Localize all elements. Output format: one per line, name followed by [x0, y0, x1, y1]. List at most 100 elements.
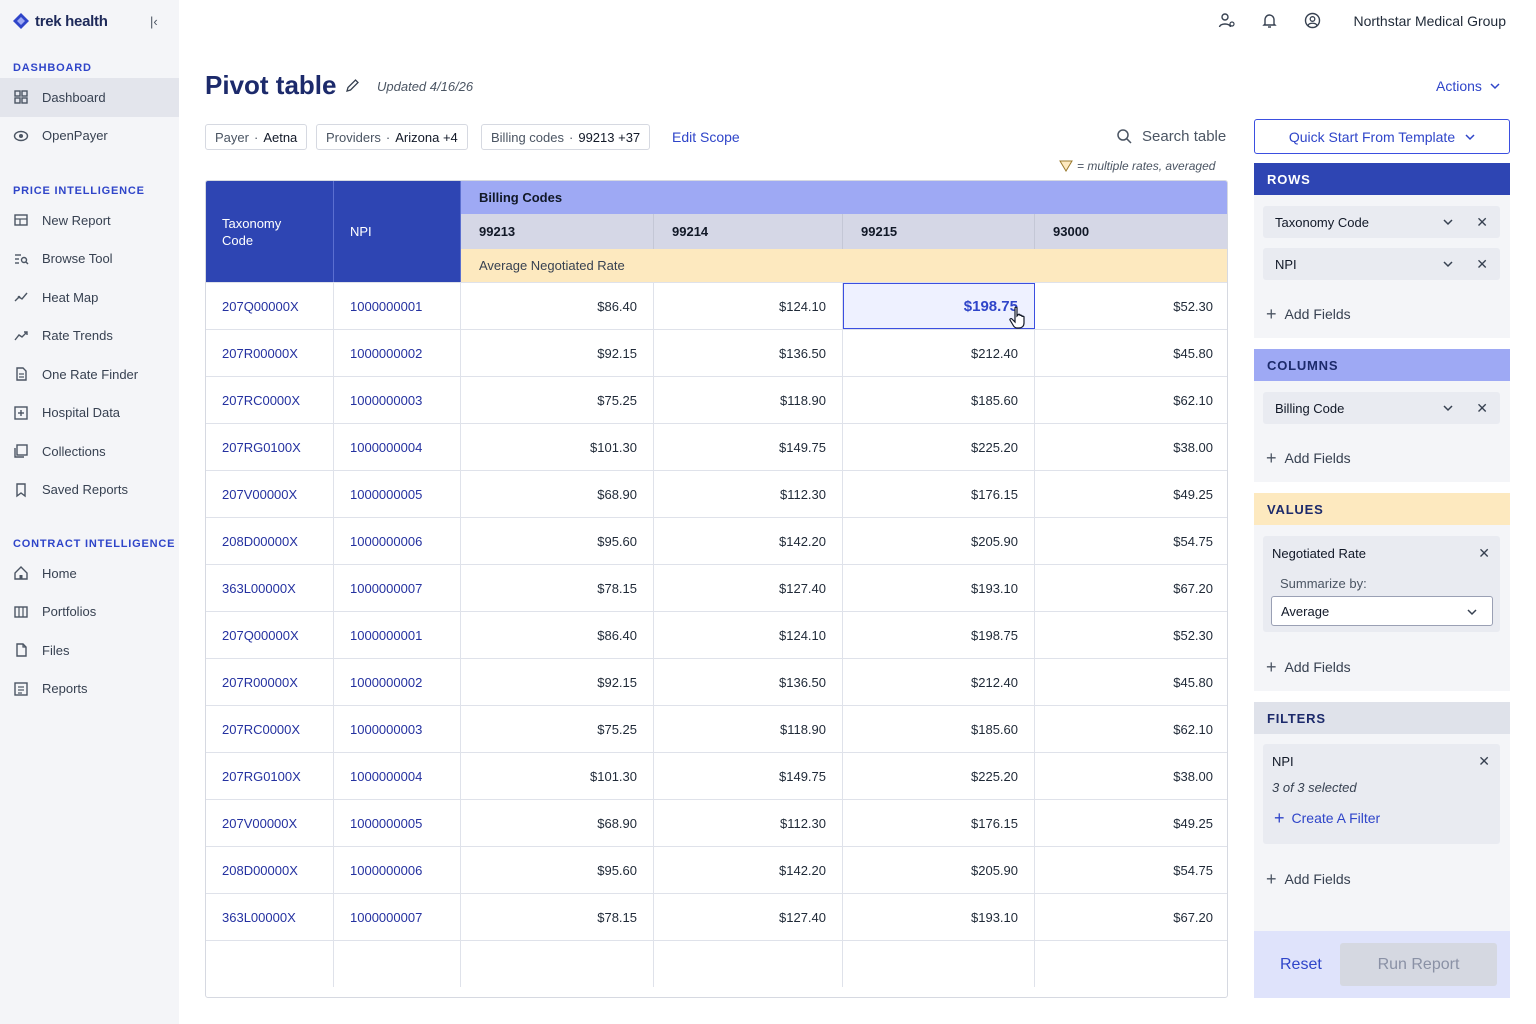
rate-cell[interactable]: $149.75: [654, 753, 843, 799]
npi-cell[interactable]: 1000000002: [334, 659, 461, 705]
rate-cell[interactable]: $67.20: [1173, 580, 1213, 596]
taxonomy-code-cell[interactable]: 363L00000X: [206, 565, 334, 611]
rate-cell[interactable]: $198.75: [843, 612, 1035, 658]
reset-button[interactable]: Reset: [1280, 956, 1322, 973]
remove-icon[interactable]: ✕: [1478, 753, 1490, 769]
rate-cell[interactable]: $62.10: [1173, 721, 1213, 737]
add-value-fields-button[interactable]: + Add Fields: [1266, 658, 1351, 676]
sidebar-item-one-rate-finder[interactable]: One Rate Finder: [0, 355, 179, 394]
rate-cell[interactable]: $68.90: [461, 800, 654, 846]
scope-chip-payer[interactable]: Payer · Aetna: [205, 124, 308, 150]
sidebar-item-dashboard[interactable]: Dashboard: [0, 78, 179, 117]
rate-cell[interactable]: $78.15: [461, 565, 654, 611]
rate-cell[interactable]: $205.90: [843, 847, 1035, 893]
add-column-fields-button[interactable]: + Add Fields: [1266, 449, 1351, 467]
npi-cell[interactable]: 1000000007: [334, 565, 461, 611]
user-settings-icon[interactable]: [1218, 12, 1236, 29]
npi-cell[interactable]: 1000000004: [334, 753, 461, 799]
npi-cell[interactable]: 1000000001: [334, 612, 461, 658]
taxonomy-code-cell[interactable]: 207R00000X: [206, 659, 334, 705]
sidebar-item-rate-trends[interactable]: Rate Trends: [0, 317, 179, 356]
npi-cell[interactable]: 1000000003: [334, 377, 461, 423]
npi-cell[interactable]: 1000000004: [334, 424, 461, 470]
remove-icon[interactable]: ✕: [1478, 545, 1490, 561]
brand-logo[interactable]: trek health: [12, 12, 108, 30]
sidebar-item-home[interactable]: Home: [0, 554, 179, 593]
rate-cell[interactable]: $75.25: [461, 706, 654, 752]
taxonomy-code-cell[interactable]: 208D00000X: [206, 847, 334, 893]
rate-cell[interactable]: $185.60: [843, 377, 1035, 423]
header-code[interactable]: 99214: [654, 214, 843, 249]
column-field-billing-code[interactable]: Billing Code ✕: [1263, 392, 1500, 424]
rate-cell[interactable]: $127.40: [654, 565, 843, 611]
chevron-down-icon[interactable]: [1442, 258, 1454, 270]
rate-cell[interactable]: $193.10: [843, 565, 1035, 611]
edit-scope-link[interactable]: Edit Scope: [672, 129, 740, 145]
npi-cell[interactable]: 1000000006: [334, 847, 461, 893]
rate-cell[interactable]: $124.10: [654, 612, 843, 658]
add-filter-fields-button[interactable]: + Add Fields: [1266, 870, 1351, 888]
rate-cell[interactable]: $225.20: [843, 753, 1035, 799]
rate-cell[interactable]: $67.20: [1173, 909, 1213, 925]
rate-cell[interactable]: $86.40: [461, 283, 654, 329]
npi-cell[interactable]: 1000000007: [334, 894, 461, 940]
rate-cell[interactable]: $92.15: [461, 659, 654, 705]
collapse-sidebar-icon[interactable]: |‹: [150, 14, 158, 29]
taxonomy-code-cell[interactable]: 207V00000X: [206, 471, 334, 517]
rate-cell[interactable]: $142.20: [654, 847, 843, 893]
npi-cell[interactable]: 1000000001: [334, 283, 461, 329]
npi-cell[interactable]: 1000000006: [334, 518, 461, 564]
rate-cell[interactable]: $136.50: [654, 330, 843, 376]
filter-card-npi[interactable]: NPI ✕ 3 of 3 selected + Create A Filter: [1263, 744, 1500, 844]
rate-cell[interactable]: $49.25: [1173, 815, 1213, 831]
rate-cell[interactable]: $198.75: [843, 283, 1035, 329]
rate-cell[interactable]: $75.25: [461, 377, 654, 423]
npi-cell[interactable]: 1000000003: [334, 706, 461, 752]
rate-cell[interactable]: $38.00: [1173, 439, 1213, 455]
rate-cell[interactable]: $45.80: [1173, 674, 1213, 690]
rate-cell[interactable]: $101.30: [461, 753, 654, 799]
rate-cell[interactable]: $95.60: [461, 518, 654, 564]
rate-cell[interactable]: $212.40: [843, 659, 1035, 705]
rate-cell[interactable]: $95.60: [461, 847, 654, 893]
rate-cell[interactable]: $193.10: [843, 894, 1035, 940]
rate-cell[interactable]: $92.15: [461, 330, 654, 376]
pencil-icon[interactable]: [345, 78, 360, 93]
org-name[interactable]: Northstar Medical Group: [1353, 12, 1506, 29]
taxonomy-code-cell[interactable]: 207RC0000X: [206, 377, 334, 423]
rate-cell[interactable]: $49.25: [1173, 486, 1213, 502]
rate-cell[interactable]: $176.15: [843, 471, 1035, 517]
rate-cell[interactable]: $176.15: [843, 800, 1035, 846]
rate-cell[interactable]: $78.15: [461, 894, 654, 940]
rate-cell[interactable]: $205.90: [843, 518, 1035, 564]
scope-chip-providers[interactable]: Providers · Arizona +4: [316, 124, 468, 150]
row-field-npi[interactable]: NPI ✕: [1263, 248, 1500, 280]
header-code[interactable]: 99215: [843, 214, 1035, 249]
add-row-fields-button[interactable]: + Add Fields: [1266, 305, 1351, 323]
bell-icon[interactable]: [1261, 12, 1278, 29]
taxonomy-code-cell[interactable]: 208D00000X: [206, 518, 334, 564]
rate-cell[interactable]: $62.10: [1173, 392, 1213, 408]
remove-icon[interactable]: ✕: [1476, 256, 1488, 272]
header-taxonomy-code[interactable]: Taxonomy Code: [206, 181, 334, 282]
rate-cell[interactable]: $212.40: [843, 330, 1035, 376]
create-filter-button[interactable]: + Create A Filter: [1274, 809, 1380, 827]
header-npi[interactable]: NPI: [334, 181, 461, 282]
row-field-taxonomy[interactable]: Taxonomy Code ✕: [1263, 206, 1500, 238]
remove-icon[interactable]: ✕: [1476, 400, 1488, 416]
actions-menu-button[interactable]: Actions: [1436, 78, 1500, 94]
sidebar-item-files[interactable]: Files: [0, 631, 179, 670]
rate-cell[interactable]: $68.90: [461, 471, 654, 517]
rate-cell[interactable]: $52.30: [1173, 298, 1213, 314]
taxonomy-code-cell[interactable]: 207Q00000X: [206, 612, 334, 658]
taxonomy-code-cell[interactable]: 207Q00000X: [206, 283, 334, 329]
sidebar-item-hospital-data[interactable]: Hospital Data: [0, 394, 179, 433]
taxonomy-code-cell[interactable]: 207V00000X: [206, 800, 334, 846]
taxonomy-code-cell[interactable]: 207RG0100X: [206, 424, 334, 470]
npi-cell[interactable]: 1000000005: [334, 471, 461, 517]
sidebar-item-new-report[interactable]: New Report: [0, 201, 179, 240]
rate-cell[interactable]: $149.75: [654, 424, 843, 470]
rate-cell[interactable]: $124.10: [654, 283, 843, 329]
rate-cell[interactable]: $118.90: [654, 377, 843, 423]
rate-cell[interactable]: $142.20: [654, 518, 843, 564]
